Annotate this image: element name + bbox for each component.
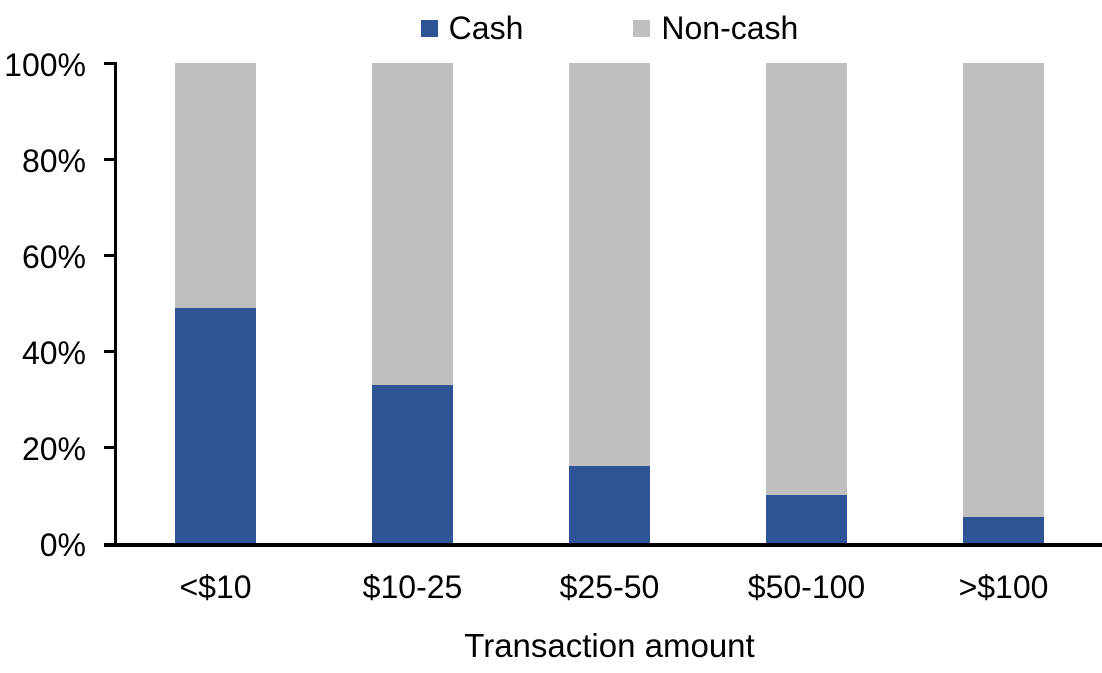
y-tick-label: 60%	[21, 239, 86, 275]
y-axis-tick	[104, 350, 117, 353]
bar-segment-non-cash	[766, 63, 847, 495]
bar-segment-cash	[766, 495, 847, 543]
bar-segment-cash	[963, 516, 1044, 543]
x-tick-label: <$10	[179, 569, 252, 605]
y-tick-label: 40%	[21, 335, 86, 371]
x-tick-label: >$100	[958, 569, 1049, 605]
bar-segment-cash	[569, 466, 650, 543]
bar-segment-non-cash	[963, 63, 1044, 517]
legend-item-non-cash: Non-cash	[633, 10, 798, 46]
legend-swatch-icon	[420, 19, 438, 37]
bar-segment-non-cash	[372, 63, 453, 385]
y-tick-label: 100%	[4, 47, 86, 83]
x-tick-label: $25-50	[559, 569, 660, 605]
x-tick-label: $50-100	[747, 569, 866, 605]
y-axis-tick	[104, 62, 117, 65]
legend-label: Non-cash	[661, 10, 799, 46]
y-axis-line	[114, 63, 117, 547]
bar-segment-non-cash	[175, 63, 256, 308]
bar-segment-cash	[175, 307, 256, 543]
x-axis-title: Transaction amount	[464, 627, 755, 664]
legend-item-cash: Cash	[420, 10, 524, 46]
legend-label: Cash	[448, 10, 524, 46]
bar-segment-non-cash	[569, 63, 650, 467]
legend-swatch-icon	[633, 19, 651, 37]
bar-segment-cash	[372, 384, 453, 543]
y-axis-tick	[104, 446, 117, 449]
y-tick-label: 80%	[21, 143, 86, 179]
x-tick-label: $10-25	[362, 569, 463, 605]
y-axis-tick	[104, 158, 117, 161]
y-tick-label: 20%	[21, 431, 86, 467]
x-axis-line	[104, 543, 1102, 547]
chart-legend: Cash Non-cash	[117, 10, 1102, 46]
y-tick-label: 0%	[39, 527, 86, 563]
y-axis-tick	[104, 254, 117, 257]
